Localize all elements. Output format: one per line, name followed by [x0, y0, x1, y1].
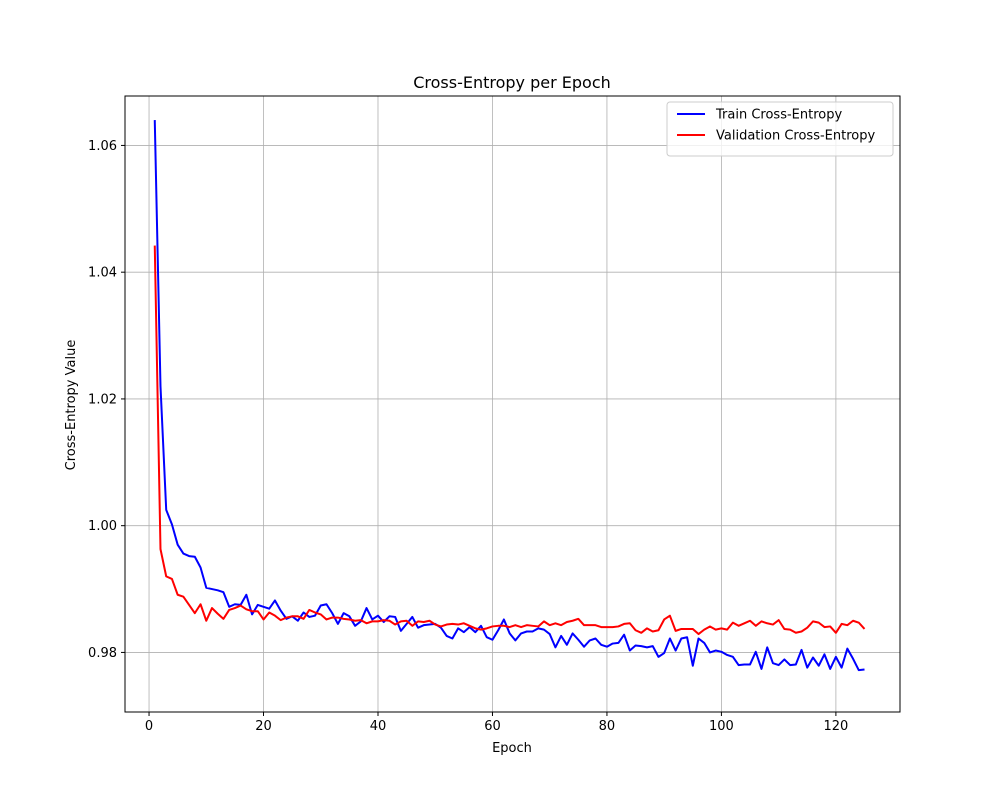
chart-title: Cross-Entropy per Epoch	[413, 73, 611, 92]
y-tick-label: 0.98	[88, 646, 117, 661]
series-line-validation	[153, 245, 866, 636]
x-tick-label: 0	[145, 719, 153, 734]
legend-box	[666, 101, 894, 157]
grid-lines	[125, 96, 900, 712]
x-tick-label: 20	[255, 719, 272, 734]
y-tick-label: 1.02	[88, 392, 117, 407]
x-tick-label: 80	[599, 719, 616, 734]
x-tick-label: 120	[823, 719, 848, 734]
axis-ticks: 0 20 40 60 80 100 120 0.98 1.00 1.02 1.04 1.06	[88, 139, 848, 734]
y-axis-label: Cross-Entropy Value	[64, 340, 79, 471]
plot-frame	[124, 95, 901, 713]
series-line-train	[153, 120, 865, 672]
series-lines	[153, 120, 866, 672]
legend-label: Train Cross-Entropy	[715, 108, 842, 123]
y-tick-label: 1.00	[88, 519, 117, 534]
legend: Train Cross-Entropy Validation Cross-Entr…	[666, 101, 894, 157]
y-tick-label: 1.04	[88, 266, 117, 281]
x-tick-label: 40	[370, 719, 387, 734]
x-tick-label: 100	[709, 719, 734, 734]
x-axis-label: Epoch	[492, 741, 532, 756]
y-tick-label: 1.06	[88, 139, 117, 154]
legend-label: Validation Cross-Entropy	[716, 129, 875, 144]
x-tick-label: 60	[484, 719, 501, 734]
